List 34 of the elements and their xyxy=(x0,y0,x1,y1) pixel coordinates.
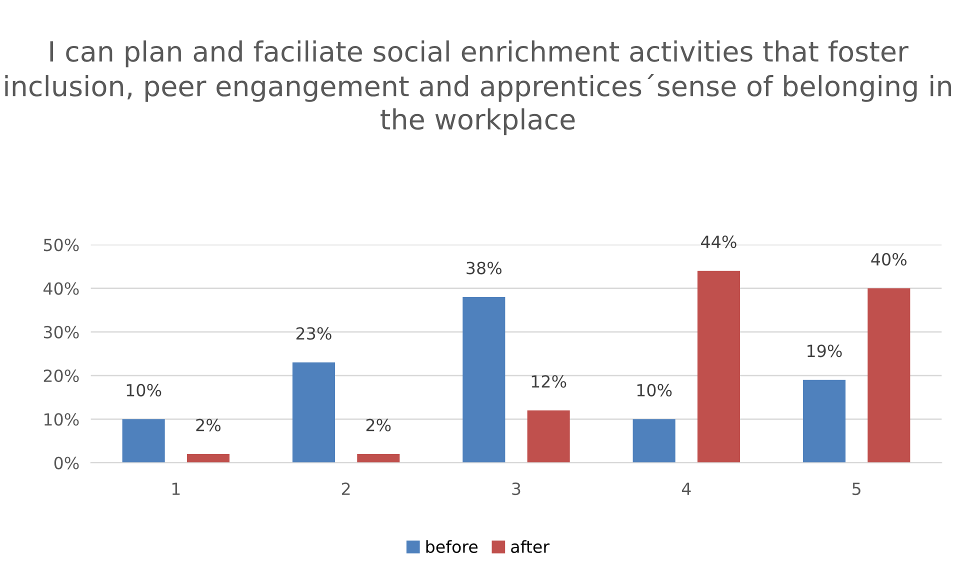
x-tick-label: 5 xyxy=(852,482,860,496)
data-label: 2% xyxy=(366,418,391,432)
data-label: 10% xyxy=(126,384,162,396)
data-label: 23% xyxy=(296,327,332,340)
x-tick-label: 1 xyxy=(172,482,180,495)
bar xyxy=(122,419,165,463)
bar xyxy=(462,296,506,463)
data-label: 19% xyxy=(808,344,842,358)
x-tick-label: 3 xyxy=(512,482,520,496)
y-tick-label: 50% xyxy=(44,238,79,252)
data-label: 38% xyxy=(466,262,502,274)
bar xyxy=(802,380,846,463)
x-tick-label: 2 xyxy=(342,482,350,495)
y-tick-label: 10% xyxy=(44,413,79,426)
bar xyxy=(292,362,336,463)
data-label: 40% xyxy=(871,252,907,266)
chart-title: I can plan and faciliate social enrichment activities that foster inclusion, peer engangement and apprentices´sense of belonging in the workplace xyxy=(5,40,951,136)
bar xyxy=(632,419,676,463)
bar xyxy=(527,410,570,463)
y-tick-label: 40% xyxy=(43,282,79,295)
y-tick-label: 30% xyxy=(44,326,79,338)
data-label: 12% xyxy=(532,375,566,388)
data-label: 44% xyxy=(701,236,736,248)
bar xyxy=(868,288,910,463)
bar xyxy=(697,270,740,463)
legend-label: before xyxy=(426,540,478,553)
data-label: 10% xyxy=(637,384,672,396)
bar xyxy=(357,454,400,463)
bar xyxy=(186,454,230,463)
legend-label: after xyxy=(511,540,550,553)
y-tick-label: 20% xyxy=(44,369,79,382)
x-tick-label: 4 xyxy=(682,482,691,495)
y-tick-label: 0% xyxy=(54,456,79,470)
data-label: 2% xyxy=(196,418,221,432)
